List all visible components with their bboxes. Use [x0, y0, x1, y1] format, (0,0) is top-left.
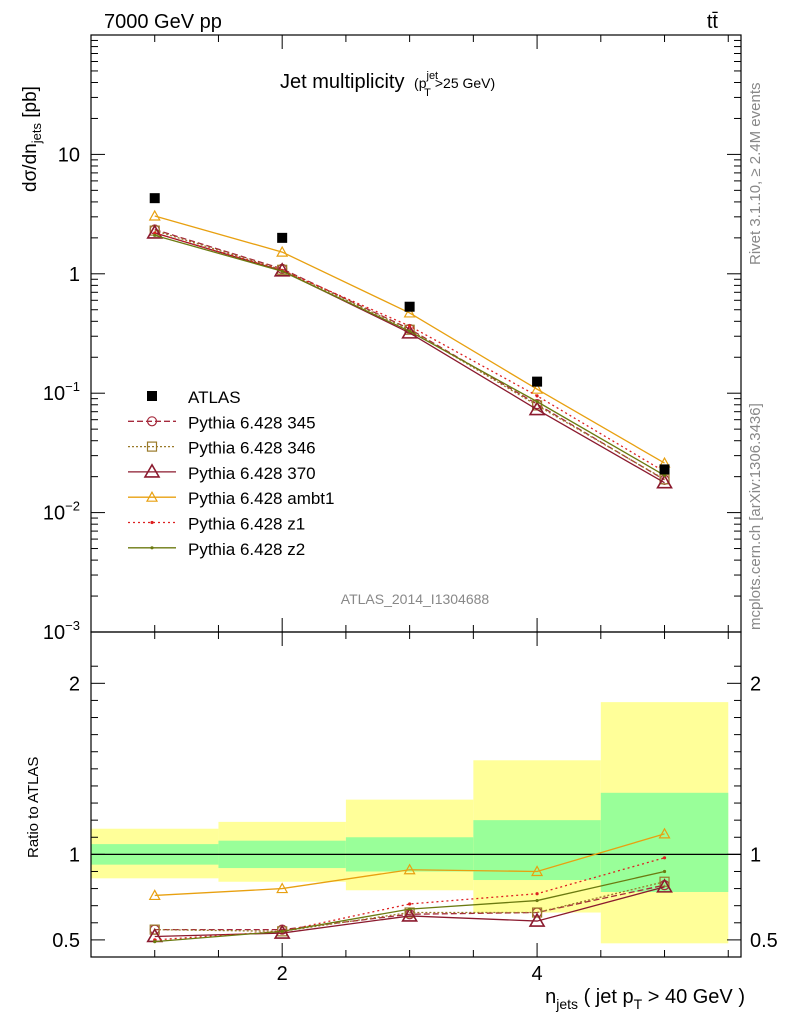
point-marker: [146, 416, 158, 427]
point-marker: [277, 232, 288, 243]
point-marker: [408, 329, 412, 333]
ratio-bands: [91, 702, 741, 944]
ratio-tick-label-left: 2: [69, 673, 80, 695]
series-line-4: [154, 215, 665, 464]
point-marker: [535, 394, 539, 398]
point-marker: [147, 391, 157, 401]
point-marker: [146, 441, 158, 452]
ratio-tick-label-right: 2: [750, 673, 761, 695]
band-inner-4: [473, 820, 601, 881]
point-marker: [148, 889, 161, 901]
legend-label-2: Pythia 6.428 346: [188, 439, 316, 458]
series-line-2: [154, 229, 665, 480]
header-right: tt̄: [707, 11, 719, 33]
legend-label-4: Pythia 6.428 ambt1: [188, 489, 334, 508]
ratio-tick-label-right: 0.5: [750, 930, 778, 952]
legend: ATLAS Pythia 6.428 345 Pythia 6.428 346 Pyt…: [128, 388, 334, 559]
ratio-series: [146, 827, 673, 944]
point-marker: [658, 827, 671, 839]
legend-label-atlas: ATLAS: [188, 388, 241, 407]
point-marker: [656, 474, 673, 489]
point-marker: [532, 376, 543, 387]
point-marker: [528, 912, 546, 927]
point-marker: [659, 464, 670, 475]
point-marker: [662, 856, 667, 860]
analysis-watermark: ATLAS_2014_I1304688: [341, 591, 490, 607]
legend-label-6: Pythia 6.428 z2: [188, 540, 305, 559]
axis-ticks: [91, 35, 741, 957]
point-marker: [404, 301, 415, 312]
point-marker: [149, 193, 160, 204]
ratio-frame: [90, 631, 742, 958]
plot-title: Jet multiplicity (pjet T>25 GeV): [280, 70, 495, 99]
point-marker: [280, 269, 284, 273]
point-marker: [276, 882, 289, 894]
main-series: [146, 193, 673, 489]
y-tick-label: 10−3: [43, 618, 80, 644]
ratio-line-1: [154, 884, 665, 931]
point-marker: [145, 490, 159, 502]
point-marker: [408, 902, 412, 906]
point-marker: [143, 463, 161, 478]
point-marker: [403, 863, 416, 875]
header-left: 7000 GeV pp: [104, 11, 222, 33]
point-marker: [280, 929, 284, 933]
mcplots-label: mcplots.cern.ch [arXiv:1306.3436]: [747, 403, 764, 630]
x-tick-label: 2: [277, 963, 288, 985]
ratio-line-4: [154, 833, 665, 897]
legend-label-5: Pythia 6.428 z1: [188, 515, 305, 534]
y-tick-label: 10−2: [43, 499, 80, 525]
series-line-5: [154, 232, 665, 473]
point-marker: [153, 231, 157, 235]
y-tick-label: 10: [58, 144, 80, 166]
point-marker: [535, 400, 539, 404]
point-marker: [153, 233, 157, 237]
x-axis-label: njets ( jet pT > 40 GeV ): [545, 986, 745, 1012]
band-inner-5: [600, 792, 729, 892]
legend-label-3: Pythia 6.428 370: [188, 464, 316, 483]
point-marker: [528, 400, 546, 416]
point-marker: [150, 546, 154, 550]
point-marker: [531, 382, 544, 394]
point-marker: [531, 907, 543, 918]
point-marker: [535, 892, 539, 896]
point-marker: [659, 876, 670, 887]
y-tick-label: 10−1: [43, 379, 80, 405]
ratio-tick-label-right: 1: [750, 844, 761, 866]
point-marker: [656, 878, 673, 893]
y-axis-label: dσ/dnjets [pb]: [20, 86, 44, 192]
ratio-tick-label-left: 1: [69, 844, 80, 866]
rivet-label: Rivet 3.1.10, ≥ 2.4M events: [747, 83, 764, 266]
x-tick-label: 4: [532, 963, 543, 985]
y-tick-label: 1: [69, 264, 80, 286]
point-marker: [401, 324, 419, 339]
point-marker: [531, 865, 544, 877]
point-marker: [276, 245, 289, 257]
point-marker: [408, 907, 412, 911]
point-marker: [148, 209, 161, 221]
point-marker: [403, 306, 416, 318]
point-marker: [408, 324, 412, 328]
point-marker: [662, 473, 667, 477]
point-marker: [401, 907, 419, 922]
ratio-line-2: [154, 881, 665, 932]
ratio-y-axis-label: Ratio to ATLAS: [25, 757, 42, 858]
ratio-tick-label-left: 0.5: [52, 930, 80, 952]
point-marker: [149, 924, 160, 935]
legend-label-1: Pythia 6.428 345: [188, 413, 316, 432]
point-marker: [662, 869, 667, 874]
tick-labels: 2 4 10 1 10−1 10−2 10−3 2 2 1 1 0.5 0.5: [43, 144, 778, 985]
point-marker: [153, 940, 157, 944]
point-marker: [146, 224, 164, 239]
series-line-1: [154, 228, 665, 481]
point-marker: [150, 520, 154, 525]
point-marker: [535, 898, 539, 903]
